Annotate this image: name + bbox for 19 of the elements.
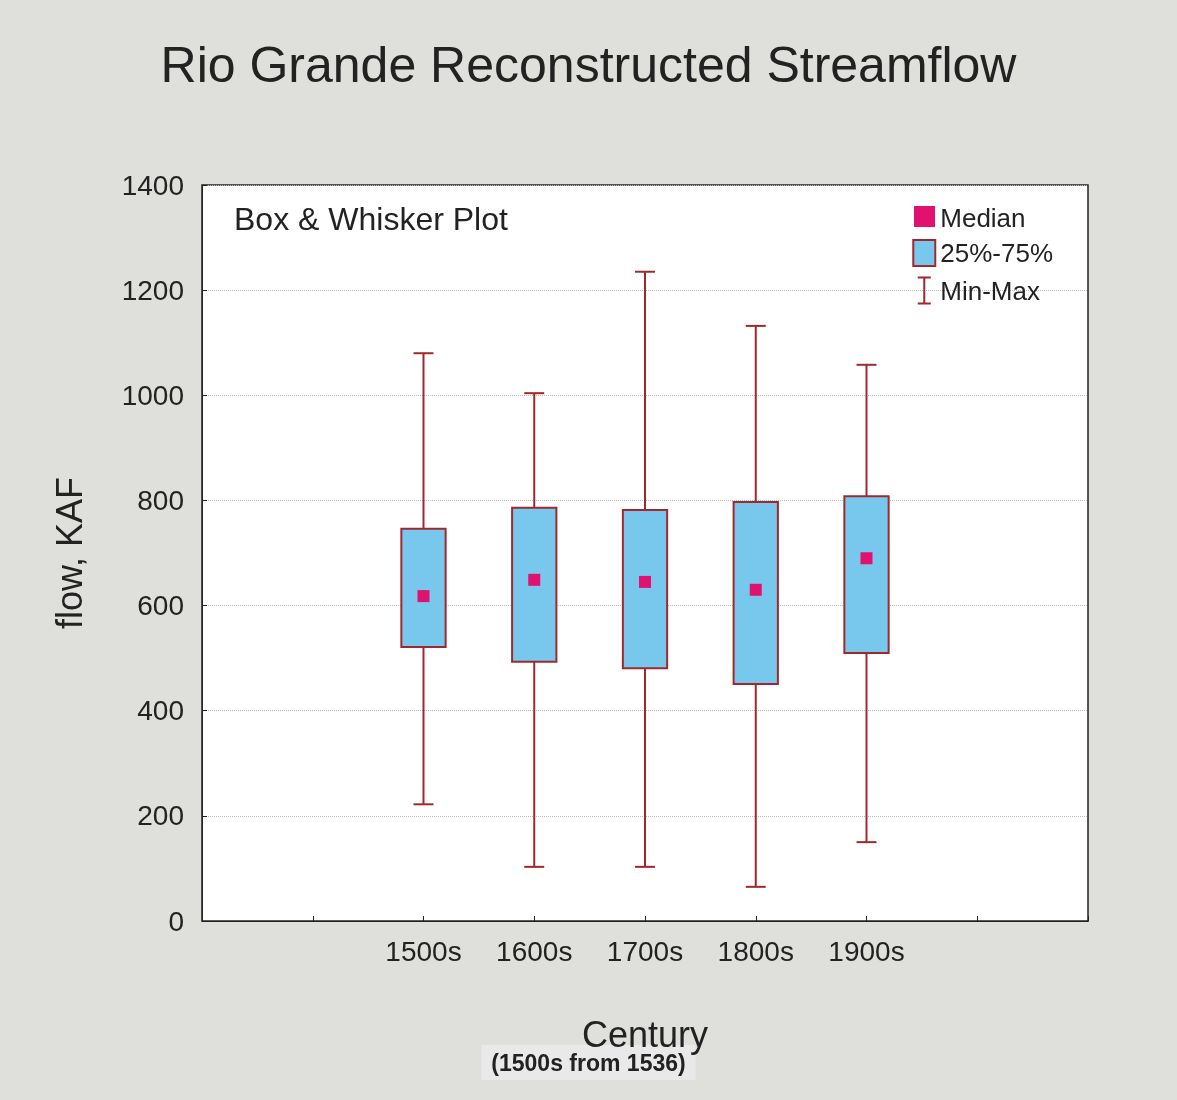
chart-title: Rio Grande Reconstructed Streamflow	[160, 37, 1018, 93]
y-tick-label: 1400	[121, 169, 184, 201]
y-tick-label: 800	[137, 484, 184, 516]
x-tick-label: 1700s	[606, 935, 684, 967]
y-tick-label: 0	[168, 905, 184, 937]
y-tick-label: 400	[137, 695, 184, 727]
y-tick-label: 600	[137, 590, 184, 622]
x-tick-label: 1600s	[496, 935, 573, 967]
y-tick-label: 200	[137, 800, 184, 832]
annotation: Box & Whisker Plot	[234, 201, 508, 237]
legend-label: 25%-75%	[940, 238, 1053, 268]
x-tick-label: 1900s	[828, 935, 905, 967]
y-tick-label: 1200	[121, 274, 184, 306]
annotation: Median	[940, 203, 1026, 233]
y-axis-title: flow, KAF	[48, 476, 90, 630]
x-tick-label: 1500s	[385, 935, 462, 967]
y-tick-label: 1000	[121, 379, 184, 411]
x-tick-label: 1800s	[717, 935, 794, 967]
annotation: Min-Max	[940, 275, 1040, 306]
